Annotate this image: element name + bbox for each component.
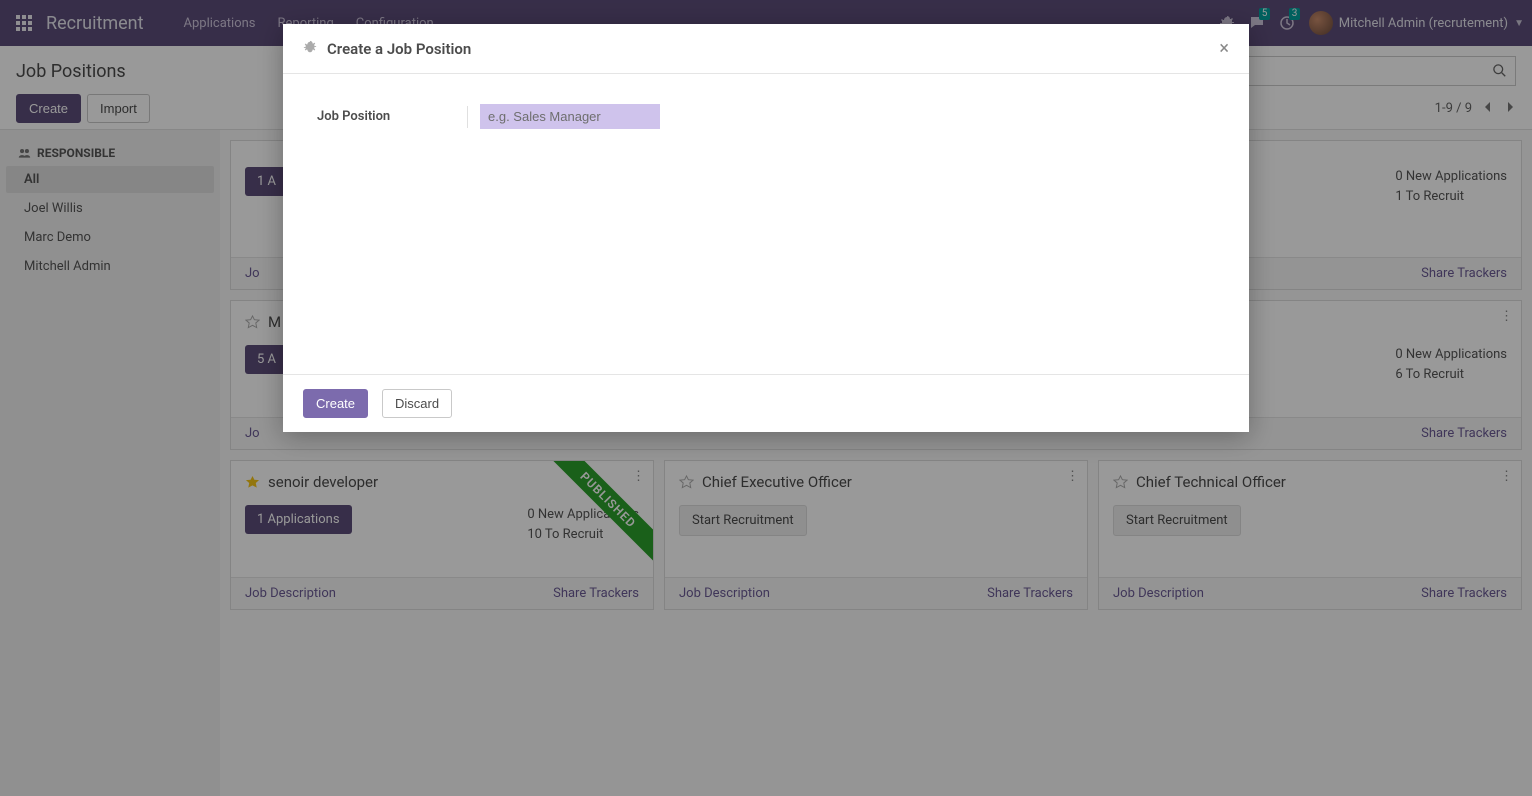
create-job-position-dialog: Create a Job Position × Job Position Cre…	[283, 24, 1249, 432]
modal-title: Create a Job Position	[327, 40, 471, 58]
bug-icon	[303, 40, 317, 58]
job-position-label: Job Position	[317, 109, 467, 124]
modal-create-button[interactable]: Create	[303, 389, 368, 418]
job-position-input[interactable]	[480, 104, 660, 129]
modal-discard-button[interactable]: Discard	[382, 389, 452, 418]
close-icon[interactable]: ×	[1219, 38, 1229, 59]
